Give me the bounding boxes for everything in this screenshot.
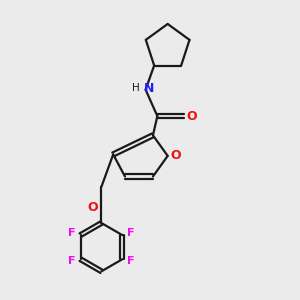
Text: O: O [186, 110, 196, 123]
Text: F: F [128, 256, 135, 266]
Text: F: F [68, 228, 75, 238]
Text: F: F [128, 228, 135, 238]
Text: H: H [132, 83, 140, 93]
Text: N: N [144, 82, 154, 95]
Text: O: O [88, 201, 98, 214]
Text: O: O [170, 149, 181, 162]
Text: F: F [68, 256, 75, 266]
